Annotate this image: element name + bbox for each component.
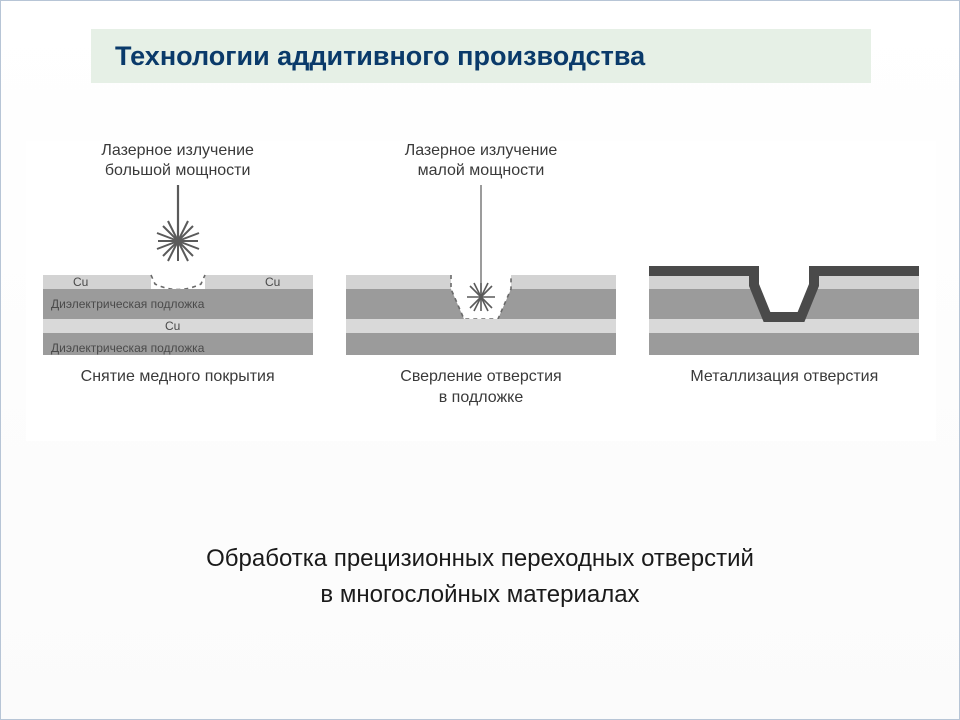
panel-2-top-line1: Лазерное излучение [405,142,558,159]
panel-3-diagram [639,185,929,355]
laser-burst-icon [467,283,495,311]
summary-line1: Обработка прецизионных переходных отверс… [206,545,754,572]
label-dielectric-2: Диэлектрическая подложка [51,341,205,355]
panel-1-top-line1: Лазерное излучение [101,142,254,159]
panel-1: Лазерное излучение большой мощности [26,141,329,441]
layer-dielectric-1-left [649,289,767,319]
panel-2-top-line2: малой мощности [418,162,545,179]
layer-cu-top-left [346,275,451,289]
panel-1-top-caption: Лазерное излучение большой мощности [101,141,254,185]
panel-1-bottom-line1: Снятие медного покрытия [81,368,275,385]
panel-1-bottom-caption: Снятие медного покрытия [81,367,275,388]
crater-dash [151,275,205,290]
slide: Технологии аддитивного производства Лазе… [0,0,960,720]
layer-dielectric-1-right [498,289,616,319]
panel-1-diagram: Cu Cu Диэлектрическая подложка Cu Диэлек… [33,185,323,355]
label-cu-inner: Cu [165,319,180,333]
layer-cu-top-right [205,275,313,289]
layer-dielectric-2 [346,333,616,355]
figure-row: Лазерное излучение большой мощности [26,141,936,441]
layer-dielectric-2 [649,333,919,355]
layer-cu-top-right [814,275,919,289]
panel-2: Лазерное излучение малой мощности [329,141,632,441]
panel-3-bottom-line1: Металлизация отверстия [690,368,878,385]
page-title: Технологии аддитивного производства [115,41,645,72]
layer-cu-top-left [649,275,754,289]
layer-cu-top-left [43,275,151,289]
layer-cu-top-right [511,275,616,289]
panel-1-top-line2: большой мощности [105,162,251,179]
label-cu-right: Cu [265,275,280,289]
panel-2-bottom-line2: в подложке [439,389,524,406]
summary-line2: в многослойных материалах [320,581,639,608]
panel-2-bottom-caption: Сверление отверстия в подложке [400,367,561,409]
panel-2-top-caption: Лазерное излучение малой мощности [405,141,558,185]
panel-2-bottom-line1: Сверление отверстия [400,368,561,385]
label-dielectric-1: Диэлектрическая подложка [51,297,205,311]
layer-dielectric-1-right [801,289,919,319]
panel-3-bottom-caption: Металлизация отверстия [690,367,878,388]
title-bar: Технологии аддитивного производства [91,29,871,83]
label-cu-left: Cu [73,275,88,289]
layer-dielectric-1-left [346,289,464,319]
summary-caption: Обработка прецизионных переходных отверс… [1,541,959,613]
panel-2-diagram [336,185,626,355]
layer-cu-inner [346,319,616,333]
panel-3: Металлизация отверстия [633,141,936,441]
laser-burst-icon [157,221,199,261]
